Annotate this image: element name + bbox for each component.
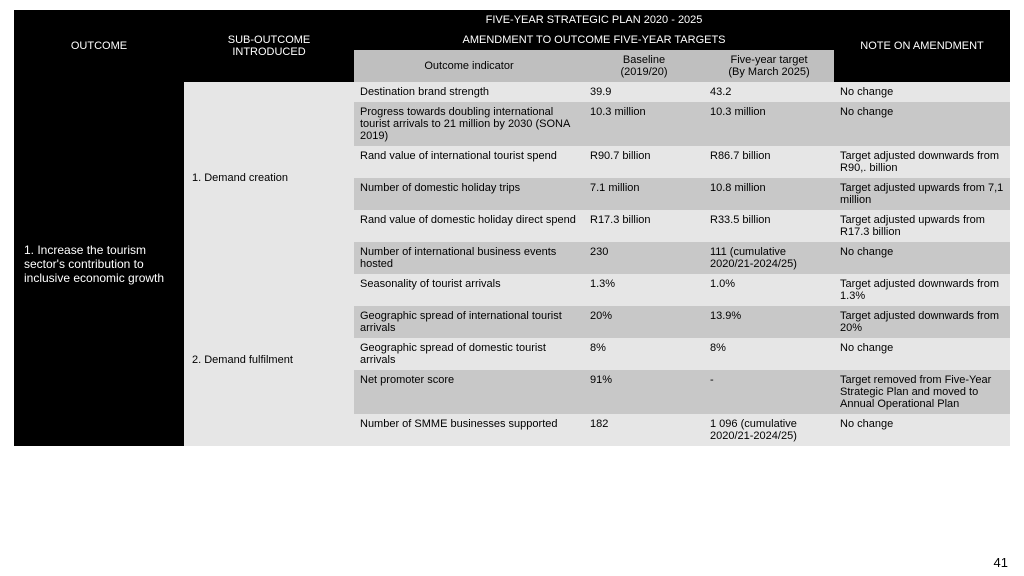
hdr-target-top: Five-year target — [710, 54, 828, 66]
hdr-amendment: AMENDMENT TO OUTCOME FIVE-YEAR TARGETS — [354, 30, 834, 50]
cell-target: 1 096 (cumulative 2020/21-2024/25) — [704, 414, 834, 446]
strategic-plan-table: OUTCOME SUB-OUTCOME INTRODUCED FIVE-YEAR… — [14, 10, 1010, 446]
cell-indicator: Geographic spread of domestic tourist ar… — [354, 338, 584, 370]
cell-indicator: Number of international business events … — [354, 242, 584, 274]
cell-target: - — [704, 370, 834, 414]
cell-baseline: 8% — [584, 338, 704, 370]
cell-baseline: 20% — [584, 306, 704, 338]
cell-note: No change — [834, 414, 1010, 446]
cell-target: 10.3 million — [704, 102, 834, 146]
cell-target: 1.0% — [704, 274, 834, 306]
cell-indicator: Progress towards doubling international … — [354, 102, 584, 146]
cell-target: 111 (cumulative 2020/21-2024/25) — [704, 242, 834, 274]
page-number: 41 — [994, 555, 1008, 570]
hdr-plan-title: FIVE-YEAR STRATEGIC PLAN 2020 - 2025 — [354, 10, 834, 30]
sub-outcome-1: 1. Demand creation — [184, 82, 354, 274]
cell-baseline: 7.1 million — [584, 178, 704, 210]
cell-note: Target adjusted upwards from 7,1 million — [834, 178, 1010, 210]
cell-indicator: Rand value of international tourist spen… — [354, 146, 584, 178]
cell-target: 10.8 million — [704, 178, 834, 210]
hdr-sub-outcome: SUB-OUTCOME INTRODUCED — [184, 10, 354, 82]
hdr-baseline-top: Baseline — [590, 54, 698, 66]
table-wrap: OUTCOME SUB-OUTCOME INTRODUCED FIVE-YEAR… — [0, 0, 1024, 446]
cell-note: Target adjusted downwards from 20% — [834, 306, 1010, 338]
cell-indicator: Rand value of domestic holiday direct sp… — [354, 210, 584, 242]
hdr-baseline: Baseline (2019/20) — [584, 50, 704, 82]
cell-indicator: Geographic spread of international touri… — [354, 306, 584, 338]
cell-target: 8% — [704, 338, 834, 370]
hdr-note: NOTE ON AMENDMENT — [834, 10, 1010, 82]
cell-indicator: Number of SMME businesses supported — [354, 414, 584, 446]
cell-indicator: Seasonality of tourist arrivals — [354, 274, 584, 306]
cell-note: No change — [834, 242, 1010, 274]
cell-note: Target adjusted downwards from R90,. bil… — [834, 146, 1010, 178]
cell-baseline: 230 — [584, 242, 704, 274]
cell-indicator: Destination brand strength — [354, 82, 584, 102]
header-row-1: OUTCOME SUB-OUTCOME INTRODUCED FIVE-YEAR… — [14, 10, 1010, 30]
cell-note: Target adjusted downwards from 1.3% — [834, 274, 1010, 306]
cell-target: 13.9% — [704, 306, 834, 338]
sub-outcome-2: 2. Demand fulfilment — [184, 274, 354, 446]
outcome-cell: 1. Increase the tourism sector's contrib… — [14, 82, 184, 446]
cell-indicator: Net promoter score — [354, 370, 584, 414]
cell-baseline: 91% — [584, 370, 704, 414]
cell-indicator: Number of domestic holiday trips — [354, 178, 584, 210]
cell-note: Target adjusted upwards from R17.3 billi… — [834, 210, 1010, 242]
hdr-indicator: Outcome indicator — [354, 50, 584, 82]
hdr-target-bot: (By March 2025) — [710, 66, 828, 78]
cell-baseline: 182 — [584, 414, 704, 446]
hdr-target: Five-year target (By March 2025) — [704, 50, 834, 82]
hdr-outcome: OUTCOME — [14, 10, 184, 82]
cell-note: Target removed from Five-Year Strategic … — [834, 370, 1010, 414]
cell-target: R86.7 billion — [704, 146, 834, 178]
cell-target: R33.5 billion — [704, 210, 834, 242]
cell-note: No change — [834, 338, 1010, 370]
hdr-baseline-bot: (2019/20) — [590, 66, 698, 78]
table-row: 1. Increase the tourism sector's contrib… — [14, 82, 1010, 102]
cell-baseline: 39.9 — [584, 82, 704, 102]
cell-baseline: 1.3% — [584, 274, 704, 306]
cell-baseline: R17.3 billion — [584, 210, 704, 242]
cell-baseline: 10.3 million — [584, 102, 704, 146]
cell-baseline: R90.7 billion — [584, 146, 704, 178]
cell-note: No change — [834, 82, 1010, 102]
cell-target: 43.2 — [704, 82, 834, 102]
cell-note: No change — [834, 102, 1010, 146]
